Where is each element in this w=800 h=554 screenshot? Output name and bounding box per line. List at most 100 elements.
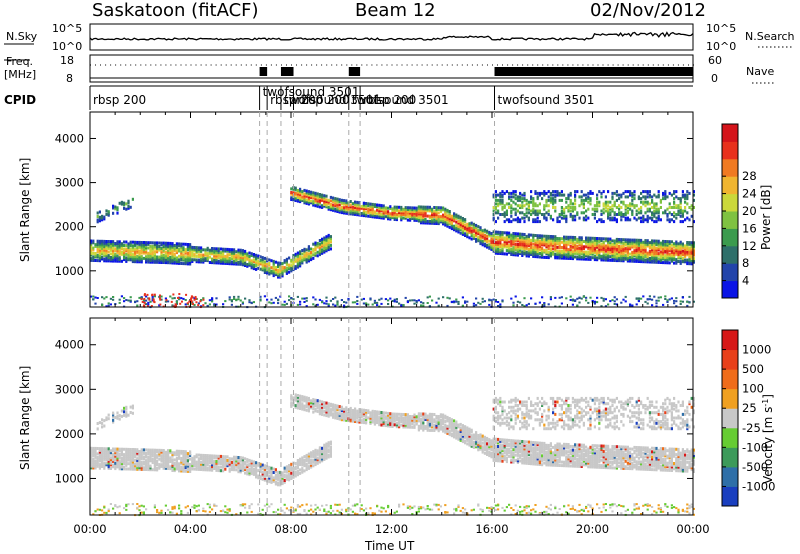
power-cell xyxy=(305,193,308,197)
power-cell xyxy=(178,247,181,251)
velocity-cell xyxy=(277,477,280,481)
velocity-cell xyxy=(266,466,269,470)
power-cell xyxy=(398,209,401,213)
velocity-cell xyxy=(98,448,101,452)
power-cell xyxy=(136,300,139,303)
power-cell xyxy=(318,242,321,246)
power-cell xyxy=(296,192,299,196)
velocity-cell xyxy=(129,453,132,457)
power-cell xyxy=(211,259,214,263)
velocity-cell xyxy=(301,468,304,472)
velocity-cell xyxy=(283,503,286,506)
velocity-cell xyxy=(175,467,178,471)
power-cell xyxy=(222,253,225,256)
power-cell xyxy=(585,209,588,213)
power-cell xyxy=(692,243,695,246)
power-cell xyxy=(96,255,99,259)
velocity-cell xyxy=(136,467,139,471)
velocity-cell xyxy=(112,415,115,419)
power-cell xyxy=(664,241,667,245)
velocity-cell xyxy=(294,393,297,397)
power-cell xyxy=(261,263,264,267)
velocity-cell xyxy=(235,461,238,465)
power-cell xyxy=(501,206,504,209)
power-cell xyxy=(576,252,579,255)
power-cell xyxy=(510,244,513,248)
power-cell xyxy=(140,296,143,299)
power-cell xyxy=(637,197,640,201)
power-cell xyxy=(499,303,502,306)
power-cell xyxy=(679,211,682,215)
velocity-cell xyxy=(105,447,108,451)
power-cell xyxy=(607,214,610,218)
power-cell xyxy=(690,251,693,255)
power-cell xyxy=(292,262,295,266)
power-cell xyxy=(446,219,449,223)
power-cell xyxy=(164,241,167,245)
power-cell xyxy=(541,296,544,299)
velocity-cell xyxy=(164,461,167,465)
power-cell xyxy=(646,258,649,262)
power-cell xyxy=(186,260,189,264)
power-cell xyxy=(233,257,236,261)
power-cell xyxy=(662,254,665,257)
power-cell xyxy=(208,299,211,302)
power-cell xyxy=(129,251,132,255)
power-cell xyxy=(686,304,689,307)
velocity-cell xyxy=(90,464,93,468)
power-cell xyxy=(185,293,188,296)
velocity-cell xyxy=(270,477,273,481)
power-cell xyxy=(530,197,533,201)
power-cell xyxy=(450,220,453,223)
power-cell xyxy=(428,221,431,225)
power-cell xyxy=(365,212,368,216)
power-cell xyxy=(626,195,629,199)
power-cell xyxy=(519,218,522,222)
power-cell xyxy=(589,296,592,299)
velocity-cell xyxy=(105,458,108,461)
power-cell xyxy=(613,218,616,222)
power-cell xyxy=(552,236,555,240)
power-cell xyxy=(560,240,563,244)
velocity-cell xyxy=(138,455,141,459)
power-cell xyxy=(563,211,566,215)
power-cell xyxy=(690,244,693,248)
power-cell xyxy=(670,240,673,244)
velocity-cell xyxy=(149,468,152,472)
power-cell xyxy=(692,258,695,262)
velocity-cell xyxy=(281,476,284,480)
velocity-cell xyxy=(193,460,196,464)
power-cell xyxy=(455,224,458,228)
power-cell xyxy=(527,218,530,222)
velocity-cell xyxy=(255,461,258,465)
power-cell xyxy=(609,239,612,243)
power-cell xyxy=(640,242,643,246)
power-cell xyxy=(679,202,682,206)
power-cell xyxy=(263,267,266,271)
power-cell xyxy=(290,187,293,191)
power-cell xyxy=(158,255,161,259)
power-cell xyxy=(180,300,183,303)
velocity-cell xyxy=(285,474,288,478)
power-cell xyxy=(490,247,493,251)
velocity-cell xyxy=(96,457,99,461)
velocity-cell xyxy=(125,460,128,464)
power-cell xyxy=(571,251,574,255)
power-cell xyxy=(299,250,302,254)
power-cell xyxy=(653,258,656,262)
power-cell xyxy=(580,202,583,206)
power-cell xyxy=(178,242,181,246)
power-cell xyxy=(545,250,548,254)
power-cell xyxy=(98,219,101,223)
power-cell xyxy=(629,256,632,260)
velocity-cell xyxy=(248,471,251,475)
power-cell xyxy=(167,247,170,251)
power-cell xyxy=(532,251,535,255)
power-cell xyxy=(94,243,97,247)
velocity-cell xyxy=(197,453,200,457)
power-cell xyxy=(611,209,614,213)
velocity-cell xyxy=(244,460,247,464)
power-cell xyxy=(620,211,623,215)
power-cell xyxy=(593,256,596,260)
power-cell xyxy=(479,235,482,239)
